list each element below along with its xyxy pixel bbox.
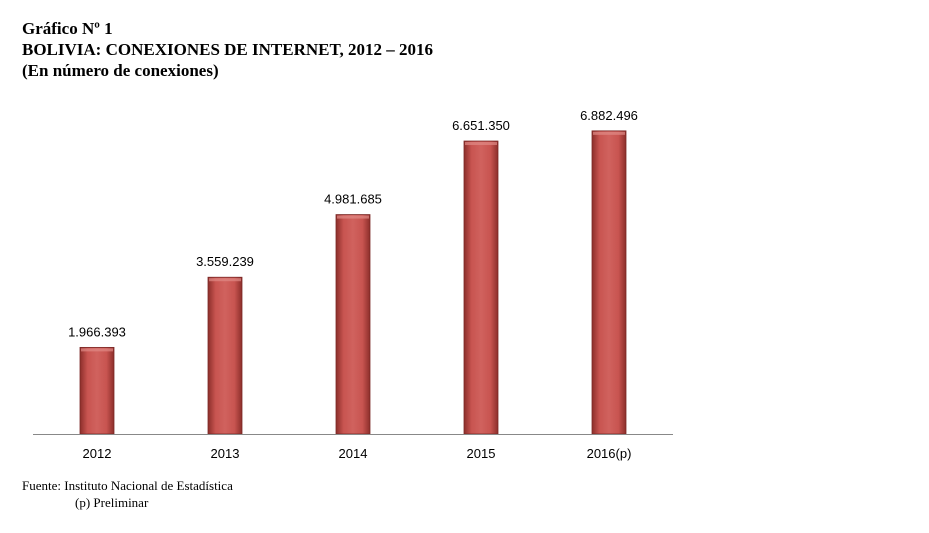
source-note: Fuente: Instituto Nacional de Estadístic… bbox=[22, 478, 233, 493]
bar-cap-2013 bbox=[209, 278, 241, 282]
labels-group: 1.966.393 2012 3.559.239 2013 4.981.685 2014 6… bbox=[68, 108, 638, 461]
preliminary-note: (p) Preliminar bbox=[75, 495, 149, 510]
chart-number: Gráfico Nº 1 bbox=[22, 19, 113, 38]
bar-cap-2015 bbox=[465, 142, 497, 146]
data-label-2012: 1.966.393 bbox=[68, 324, 126, 339]
bar-cap-2016(p) bbox=[593, 131, 625, 135]
data-label-2016(p): 6.882.496 bbox=[580, 108, 638, 123]
x-tick-label-2015: 2015 bbox=[467, 446, 496, 461]
chart-title: BOLIVIA: CONEXIONES DE INTERNET, 2012 – … bbox=[22, 40, 434, 59]
x-tick-label-2014: 2014 bbox=[339, 446, 368, 461]
bar-cap-2014 bbox=[337, 215, 369, 219]
bar-2015 bbox=[463, 140, 499, 435]
bar-2016(p) bbox=[591, 130, 627, 435]
bars-group bbox=[79, 130, 627, 435]
data-label-2014: 4.981.685 bbox=[324, 192, 382, 207]
x-tick-label-2012: 2012 bbox=[83, 446, 112, 461]
bar-2014 bbox=[335, 214, 371, 435]
chart-subtitle: (En número de conexiones) bbox=[22, 61, 219, 80]
x-tick-label-2016(p): 2016(p) bbox=[587, 446, 632, 461]
bar-cap-2012 bbox=[81, 348, 113, 352]
bar-2013 bbox=[207, 276, 243, 435]
data-label-2015: 6.651.350 bbox=[452, 118, 510, 133]
x-tick-label-2013: 2013 bbox=[211, 446, 240, 461]
bar-2012 bbox=[79, 346, 115, 435]
chart-heading: Gráfico Nº 1 BOLIVIA: CONEXIONES DE INTE… bbox=[22, 18, 433, 81]
data-label-2013: 3.559.239 bbox=[196, 254, 254, 269]
